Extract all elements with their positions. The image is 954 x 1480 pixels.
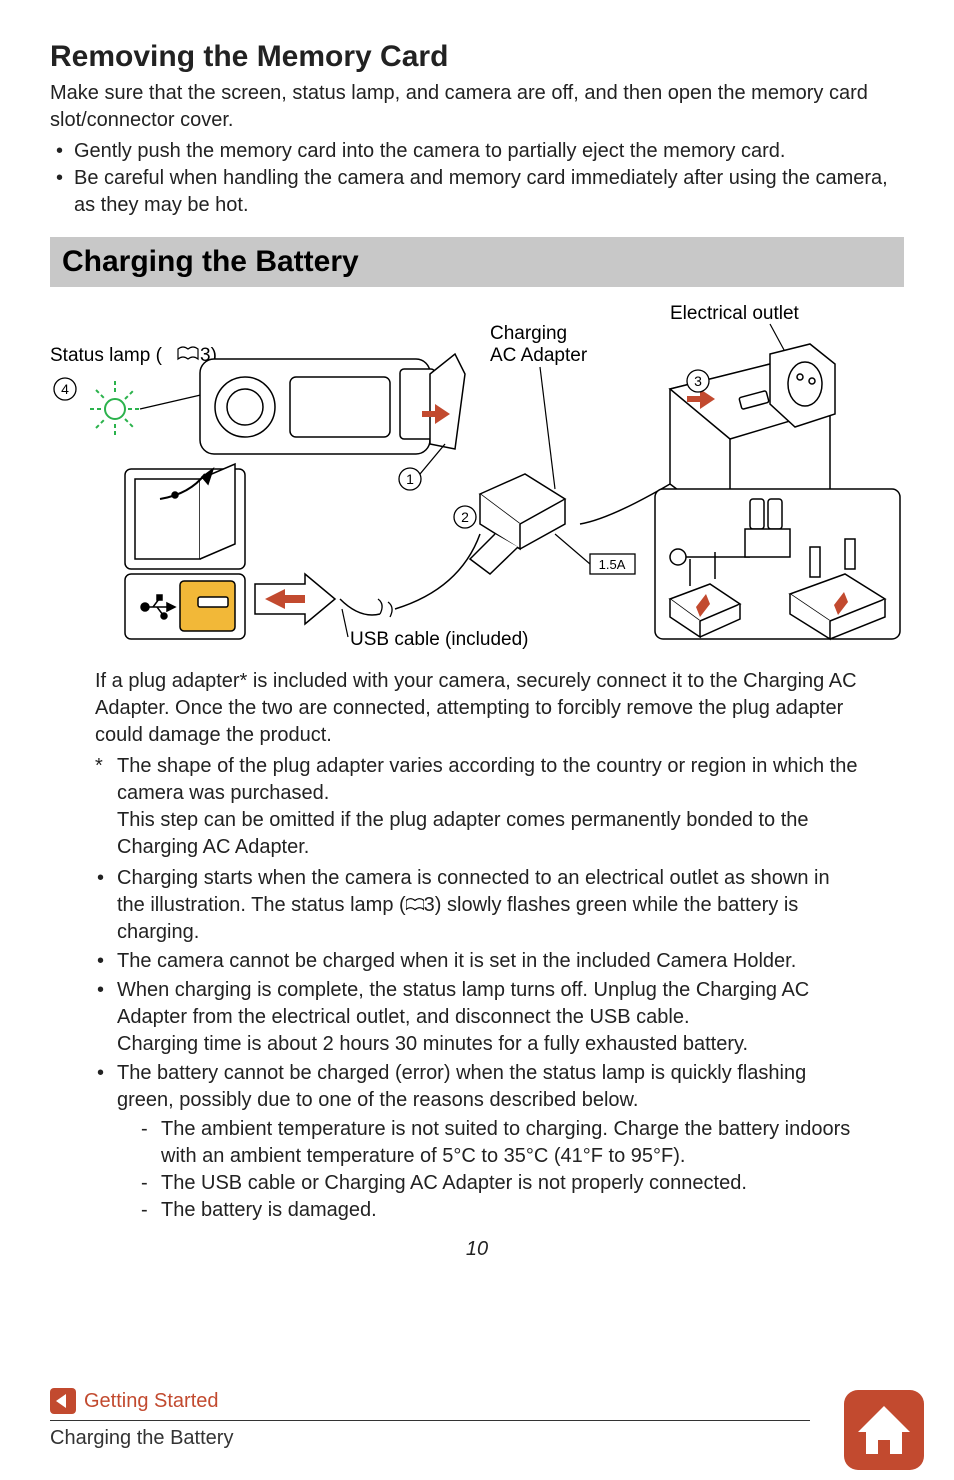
dash-item: The battery is damaged. bbox=[141, 1197, 859, 1224]
plug-adapter-para: If a plug adapter* is included with your… bbox=[95, 668, 859, 749]
dash-item: The ambient temperature is not suited to… bbox=[141, 1116, 859, 1170]
page-footer: Getting Started Charging the Battery bbox=[0, 1388, 954, 1450]
usb-plug-arrow bbox=[255, 574, 335, 624]
bullet-item: Gently push the memory card into the cam… bbox=[50, 138, 904, 165]
diagram-label-usb-cable: USB cable (included) bbox=[350, 629, 528, 650]
bullet-item: The camera cannot be charged when it is … bbox=[95, 948, 859, 975]
diagram-label-adapter-2: AC Adapter bbox=[490, 345, 588, 366]
bullet-item: The battery cannot be charged (error) wh… bbox=[95, 1060, 859, 1224]
diagram-callout-1: 1 bbox=[406, 471, 414, 487]
asterisk-icon: * bbox=[95, 753, 103, 780]
footer-divider bbox=[50, 1420, 810, 1421]
section-bar-charging: Charging the Battery bbox=[50, 237, 904, 287]
footnote-line1: The shape of the plug adapter varies acc… bbox=[117, 755, 857, 804]
footer-subtitle: Charging the Battery bbox=[50, 1427, 904, 1450]
book-icon bbox=[406, 898, 424, 912]
error-reasons-list: The ambient temperature is not suited to… bbox=[117, 1116, 859, 1224]
diagram-label-amperage: 1.5A bbox=[599, 557, 626, 572]
footnote-star: * The shape of the plug adapter varies a… bbox=[95, 753, 859, 861]
plug-variants bbox=[655, 489, 900, 639]
usb-adapter-block bbox=[470, 474, 565, 574]
footnote-line2: This step can be omitted if the plug ada… bbox=[117, 809, 809, 858]
usb-cable-left bbox=[340, 599, 380, 615]
bullet-item: When charging is complete, the status la… bbox=[95, 977, 859, 1058]
back-icon[interactable] bbox=[50, 1388, 76, 1414]
diagram-callout-2: 2 bbox=[461, 509, 469, 525]
diagram-label-adapter-1: Charging bbox=[490, 323, 567, 344]
charging-diagram: Status lamp ( 3) 4 bbox=[50, 299, 904, 654]
status-lamp-icon bbox=[90, 381, 140, 437]
diagram-callout-4: 4 bbox=[61, 381, 69, 397]
breadcrumb-link[interactable]: Getting Started bbox=[84, 1390, 219, 1413]
charging-notes-list: Charging starts when the camera is conne… bbox=[95, 865, 859, 1224]
intro-text: Make sure that the screen, status lamp, … bbox=[50, 80, 904, 134]
camera-illustration bbox=[200, 354, 465, 454]
diagram-label-outlet: Electrical outlet bbox=[670, 303, 800, 324]
body-indented: If a plug adapter* is included with your… bbox=[50, 668, 904, 1224]
detail-usb-port bbox=[125, 574, 245, 639]
bullet-item: Be careful when handling the camera and … bbox=[50, 165, 904, 219]
detail-open-cover bbox=[125, 464, 245, 569]
diagram-callout-3: 3 bbox=[694, 373, 702, 389]
section1-bullets: Gently push the memory card into the cam… bbox=[50, 138, 904, 219]
diagram-label-status-lamp: Status lamp ( bbox=[50, 345, 163, 366]
section-title: Charging the Battery bbox=[62, 245, 892, 279]
section-heading-removing: Removing the Memory Card bbox=[50, 40, 904, 74]
page-number: 10 bbox=[50, 1238, 904, 1261]
bullet-item: Charging starts when the camera is conne… bbox=[95, 865, 859, 946]
dash-item: The USB cable or Charging AC Adapter is … bbox=[141, 1170, 859, 1197]
home-icon[interactable] bbox=[844, 1390, 924, 1470]
